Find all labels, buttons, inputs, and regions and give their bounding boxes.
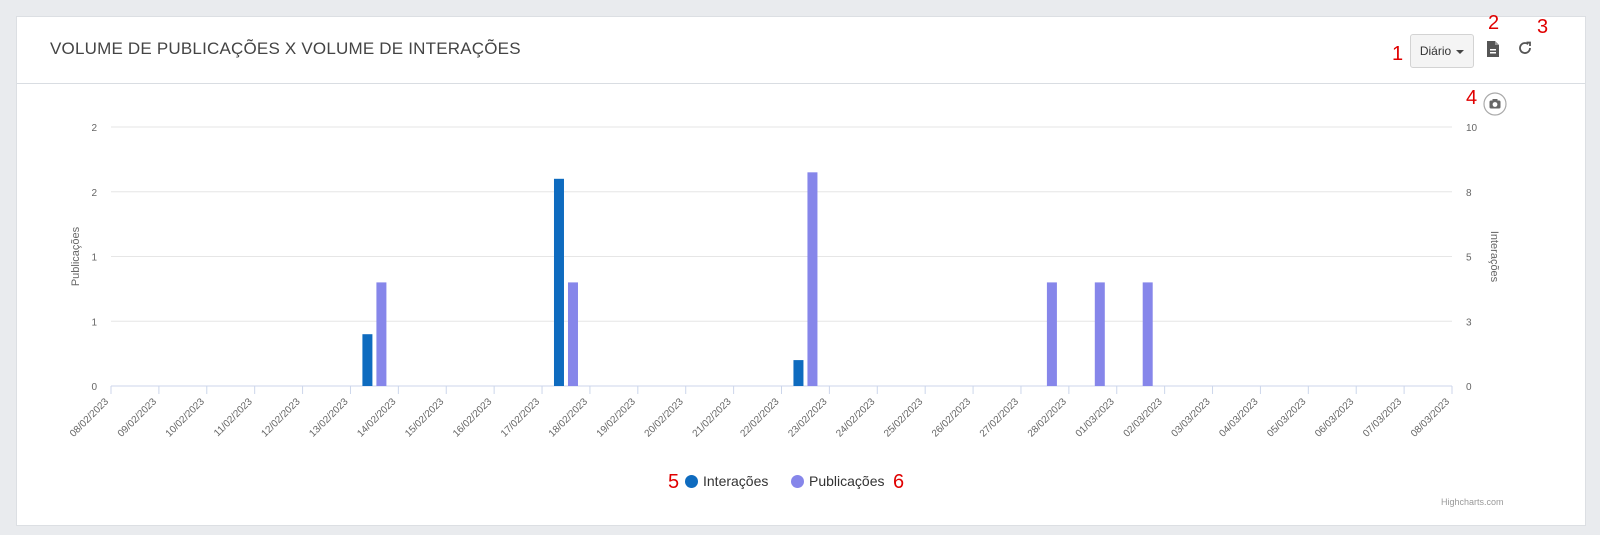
x-tick-label: 10/02/2023 — [164, 396, 207, 439]
camera-icon[interactable] — [1483, 92, 1507, 116]
period-label: Diário — [1419, 44, 1452, 58]
x-tick-label: 19/02/2023 — [595, 396, 638, 439]
chart-panel: VOLUME DE PUBLICAÇÕES X VOLUME DE INTERA… — [16, 16, 1586, 526]
chevron-down-icon — [1456, 49, 1465, 54]
bar-publicacoes — [567, 282, 578, 386]
x-tick-label: 03/03/2023 — [1169, 396, 1212, 439]
x-tick-label: 01/03/2023 — [1074, 396, 1117, 439]
annotation-3: 3 — [1537, 16, 1549, 38]
y-right-tick-label: 5 — [1466, 253, 1472, 264]
x-tick-label: 20/02/2023 — [643, 396, 686, 439]
bar-interacoes — [362, 334, 373, 386]
x-tick-label: 06/03/2023 — [1313, 396, 1356, 439]
y-right-tick-label: 10 — [1466, 123, 1478, 134]
y-right-tick-label: 0 — [1466, 382, 1472, 393]
x-tick-label: 04/03/2023 — [1217, 396, 1260, 439]
x-tick-label: 26/02/2023 — [930, 396, 973, 439]
panel-header: VOLUME DE PUBLICAÇÕES X VOLUME DE INTERA… — [17, 17, 1585, 84]
x-tick-label: 23/02/2023 — [786, 396, 829, 439]
x-tick-label: 09/02/2023 — [116, 396, 159, 439]
x-tick-label: 08/02/2023 — [68, 396, 111, 439]
legend-item-interacoes[interactable]: Interações — [685, 473, 768, 489]
credits-link[interactable]: Highcharts.com — [1441, 497, 1504, 507]
bar-publicacoes — [1046, 282, 1057, 386]
y-left-tick-label: 1 — [91, 317, 97, 328]
pdf-export-icon[interactable] — [1486, 41, 1502, 59]
x-tick-label: 28/02/2023 — [1026, 396, 1069, 439]
x-tick-label: 15/02/2023 — [403, 396, 446, 439]
y-right-axis-title: Interações — [1488, 231, 1500, 283]
x-tick-label: 27/02/2023 — [978, 396, 1021, 439]
legend-label-publicacoes: Publicações — [809, 473, 885, 489]
x-tick-label: 07/03/2023 — [1361, 396, 1404, 439]
y-left-tick-label: 1 — [91, 253, 97, 264]
x-tick-label: 14/02/2023 — [355, 396, 398, 439]
x-tick-label: 11/02/2023 — [212, 396, 255, 439]
x-tick-label: 13/02/2023 — [307, 396, 350, 439]
x-tick-label: 12/02/2023 — [260, 396, 303, 439]
bar-interacoes — [793, 360, 804, 386]
x-tick-label: 22/02/2023 — [738, 396, 781, 439]
chart-plot: 0 0 1 3 1 5 2 8 2 10 Publicações Interações 08/02/20… — [68, 123, 1500, 440]
x-tick-label: 16/02/2023 — [451, 396, 494, 439]
x-tick-label: 21/02/2023 — [691, 396, 734, 439]
y-left-tick-label: 2 — [91, 123, 97, 134]
bar-publicacoes — [376, 282, 387, 386]
bar-publicacoes — [807, 172, 818, 386]
x-tick-label: 02/03/2023 — [1122, 396, 1165, 439]
legend-label-interacoes: Interações — [703, 473, 769, 489]
annotation-6: 6 — [893, 471, 905, 493]
x-tick-label: 25/02/2023 — [882, 396, 925, 439]
y-left-axis-title: Publicações — [70, 226, 82, 286]
x-tick-label: 05/03/2023 — [1265, 396, 1308, 439]
page-title: VOLUME DE PUBLICAÇÕES X VOLUME DE INTERA… — [50, 39, 521, 58]
x-tick-label: 24/02/2023 — [834, 396, 877, 439]
x-tick-label: 18/02/2023 — [547, 396, 590, 439]
period-dropdown[interactable]: Diário — [1410, 34, 1474, 68]
x-tick-label: 17/02/2023 — [499, 396, 542, 439]
refresh-icon[interactable] — [1517, 40, 1535, 58]
annotation-1: 1 — [1392, 43, 1404, 65]
bar-publicacoes — [1142, 282, 1153, 386]
annotation-2: 2 — [1488, 12, 1500, 34]
annotation-5: 5 — [668, 471, 680, 493]
bar-publicacoes — [1094, 282, 1105, 386]
legend-item-publicacoes[interactable]: Publicações — [791, 473, 885, 489]
legend-marker-publicacoes — [791, 474, 804, 488]
y-right-tick-label: 3 — [1466, 317, 1472, 328]
y-right-tick-label: 8 — [1466, 188, 1472, 199]
annotation-4: 4 — [1466, 87, 1478, 109]
x-tick-label: 08/03/2023 — [1409, 396, 1452, 439]
y-left-tick-label: 2 — [91, 188, 97, 199]
legend-marker-interacoes — [685, 474, 698, 488]
bar-interacoes — [553, 178, 564, 386]
y-left-tick-label: 0 — [91, 382, 97, 393]
